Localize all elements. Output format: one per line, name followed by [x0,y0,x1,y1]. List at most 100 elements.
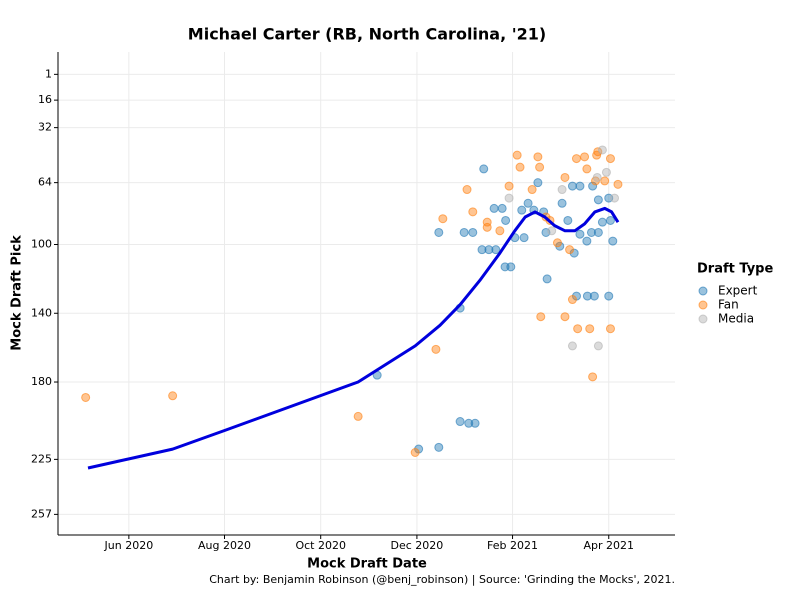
point [580,152,590,162]
point [464,418,474,428]
point [523,198,533,208]
point [588,372,598,382]
point [434,442,444,452]
point [557,198,567,208]
y-tick-label: 180 [31,375,52,388]
point [438,214,448,224]
y-tick-label: 257 [31,507,52,520]
point [552,238,562,248]
point [567,341,577,351]
point [593,341,603,351]
point [588,181,598,191]
point [495,226,505,236]
point [557,185,567,195]
point [560,312,570,322]
point [497,203,507,213]
y-tick-label: 64 [38,176,52,189]
point [535,162,545,172]
point [547,226,557,236]
point [585,324,595,334]
point [569,248,579,258]
caption: Chart by: Benjamin Robinson (@benj_robin… [209,573,675,586]
trend-line [87,206,620,470]
point [434,227,444,237]
point [575,229,585,239]
point [605,154,615,164]
legend-label: Fan [718,298,739,312]
point [589,291,599,301]
x-tick-label: Feb 2021 [487,539,538,552]
point [575,181,585,191]
point [604,291,614,301]
x-axis-title: Mock Draft Date [307,557,427,572]
legend-marker [698,286,708,296]
point [613,179,623,189]
point [479,164,489,174]
point [410,447,420,457]
point [506,262,516,272]
point [608,236,618,246]
point [600,176,610,186]
point [593,147,603,157]
y-tick-label: 225 [31,452,52,465]
point [560,172,570,182]
legend-marker [698,314,708,324]
point [533,178,543,188]
point [504,193,514,203]
point [459,227,469,237]
point [567,295,577,305]
point [462,185,472,195]
point [593,227,603,237]
point [517,205,527,215]
y-tick-label: 1 [45,67,52,80]
point [542,274,552,284]
y-tick-label: 140 [31,306,52,319]
point [597,217,607,227]
point [519,233,529,243]
legend-title: Draft Type [697,262,773,277]
point [414,444,424,454]
point [597,145,607,155]
point [573,324,583,334]
marks [81,145,623,470]
point [482,222,492,232]
point [470,418,480,428]
point [605,215,615,225]
point [501,215,511,225]
y-tick-label: 100 [31,238,52,251]
chart-title: Michael Carter (RB, North Carolina, '21) [188,25,546,44]
point [605,324,615,334]
point [571,154,581,164]
point [468,207,478,217]
point [484,245,494,255]
x-tick-label: Jun 2020 [104,539,154,552]
point [512,150,522,160]
point [567,181,577,191]
point [455,417,465,427]
point [582,236,592,246]
point [468,227,478,237]
x-tick-label: Apr 2021 [583,539,634,552]
x-tick-label: Oct 2020 [295,539,346,552]
point [504,181,514,191]
grid [58,52,675,535]
legend-marker [698,300,708,310]
point [431,344,441,354]
point [592,172,602,182]
point [536,312,546,322]
point [489,203,499,213]
legend-label: Media [718,312,754,326]
point [533,152,543,162]
point [601,167,611,177]
point [353,411,363,421]
point [477,245,487,255]
point [168,391,178,401]
x-tick-label: Aug 2020 [198,539,251,552]
y-tick-label: 16 [38,93,52,106]
point [586,227,596,237]
point [582,164,592,174]
point [515,162,525,172]
legend-label: Expert [718,284,758,298]
point [593,195,603,205]
